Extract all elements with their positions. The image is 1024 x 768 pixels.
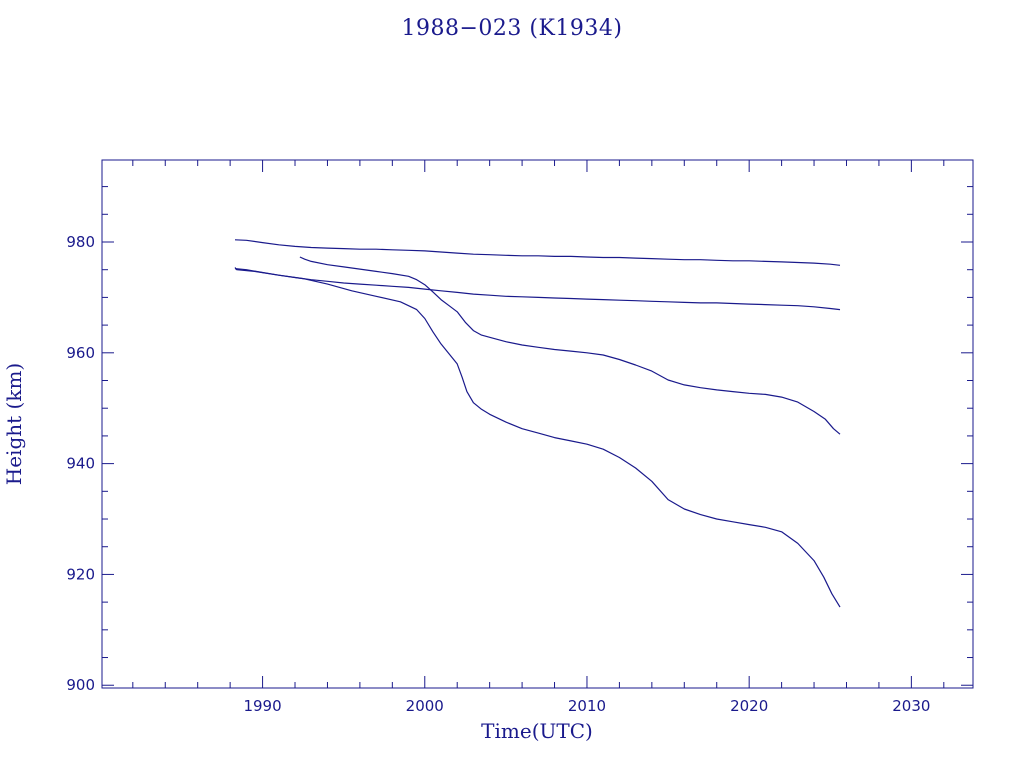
y-tick-labels: 900 920 940 960 980 — [66, 233, 95, 694]
series-line-3 — [299, 256, 841, 435]
y-tick-label: 900 — [66, 676, 95, 694]
y-tick-label: 980 — [66, 233, 95, 251]
x-tick-label: 2010 — [568, 697, 606, 715]
plot-frame — [101, 159, 974, 689]
series-line-2 — [234, 268, 841, 311]
tick-marks — [102, 160, 973, 688]
y-tick-label: 960 — [66, 344, 95, 362]
x-axis-label: Time(UTC) — [481, 719, 593, 743]
y-axis-label: Height (km) — [2, 363, 26, 485]
series-line-4 — [234, 267, 841, 608]
series-line-1 — [234, 239, 841, 266]
x-tick-label: 2030 — [892, 697, 930, 715]
series-lines — [234, 239, 841, 608]
x-tick-label: 2000 — [406, 697, 444, 715]
chart-title: 1988−023 (K1934) — [401, 16, 623, 41]
y-tick-label: 920 — [66, 565, 95, 583]
x-tick-label: 1990 — [243, 697, 281, 715]
y-tick-label: 940 — [66, 455, 95, 473]
x-tick-labels: 1990 2000 2010 2020 2030 — [243, 697, 930, 715]
x-tick-label: 2020 — [730, 697, 768, 715]
